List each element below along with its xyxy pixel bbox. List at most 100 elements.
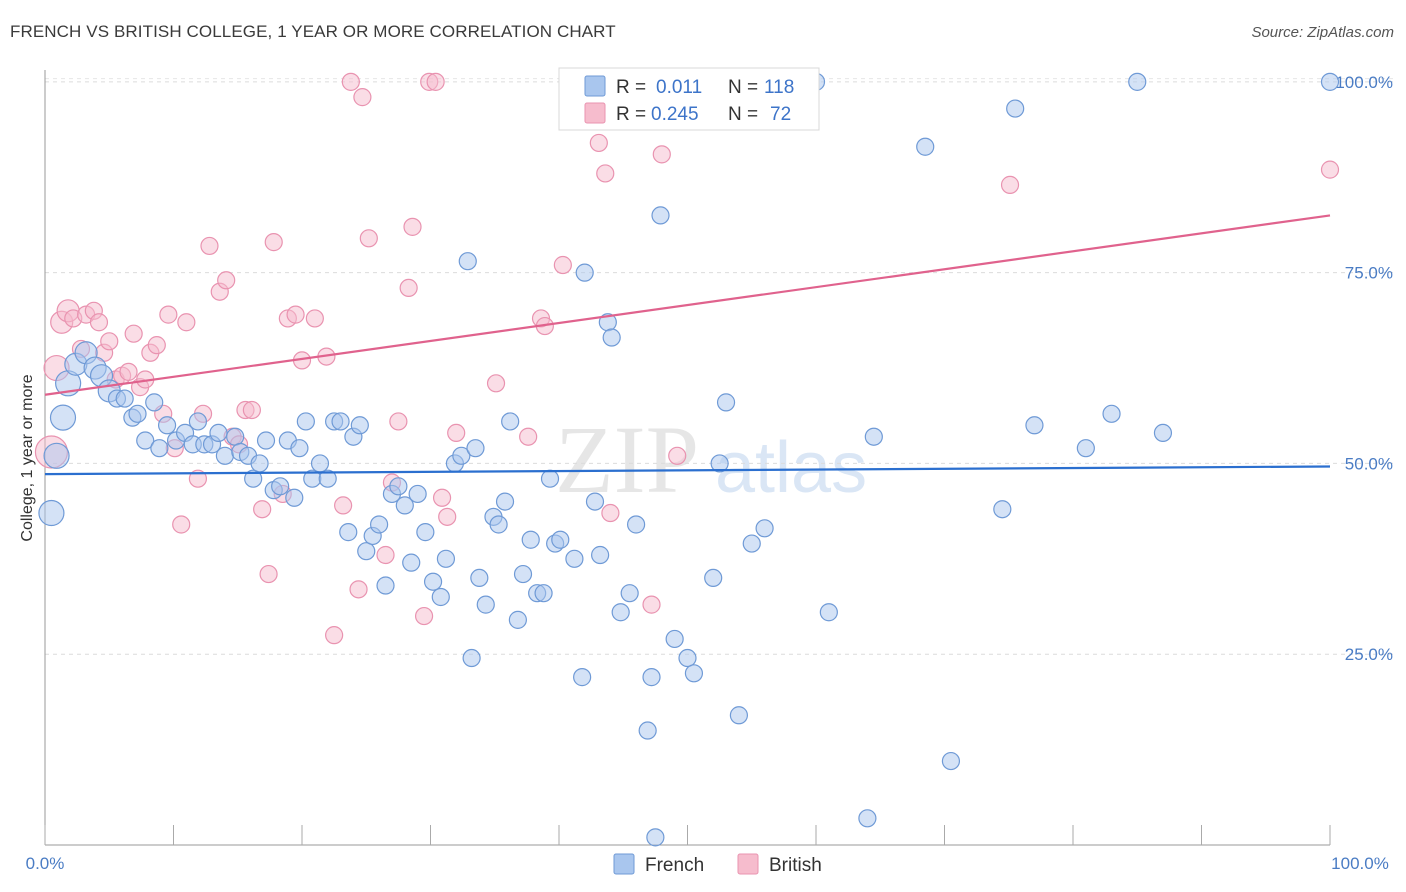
y-tick-label-25: 25.0% [1345,645,1393,664]
french-point [704,568,723,588]
british-point [124,324,143,343]
french-point [188,412,208,431]
british-point [286,305,305,324]
legend-british-n-label: N = [728,104,758,125]
legend-british-swatch [584,102,606,124]
french-point [458,252,477,271]
french-point [271,477,290,496]
british-point [100,332,119,351]
british-point [349,580,368,599]
british-point [403,217,422,236]
french-point [575,263,594,282]
british-point [253,500,272,519]
x-tick-label-min: 0.0% [26,854,65,873]
french-point [1153,423,1173,443]
french-point [1006,99,1025,118]
french-point [136,431,155,450]
british-point [652,145,671,164]
british-point [177,313,196,332]
british-point [414,606,434,626]
british-point [601,503,620,523]
watermark: ZIP atlas [555,406,867,513]
french-point [551,530,570,549]
bottom-legend-british-label: British [769,855,822,876]
british-point [359,229,378,248]
french-point [43,442,70,469]
x-tick-label-max: 100.0% [1331,854,1389,873]
french-point [678,648,697,668]
french-point [376,576,395,595]
french-point [357,542,376,561]
y-tick-label-75: 75.0% [1345,264,1393,283]
french-point [495,492,515,511]
watermark-atlas: atlas [715,428,867,508]
british-point [642,595,661,614]
french-point [350,416,369,435]
french-point [331,412,350,431]
series-legend: French British [613,853,822,876]
british-point [159,305,178,324]
french-point [993,500,1012,519]
french-point [256,431,276,450]
french-point [573,668,592,687]
french-point [638,721,657,740]
british-point [305,309,324,328]
french-point [462,648,481,668]
french-point [431,587,450,607]
british-points [34,72,1340,645]
bottom-legend-british-swatch [737,853,759,875]
french-point [611,603,630,622]
legend-french-swatch [584,75,606,97]
british-point [1320,160,1340,179]
french-point [416,523,435,542]
british-point [119,362,138,381]
british-point [217,271,236,290]
french-trend-line [44,465,1331,476]
bottom-legend-french-label: French [645,855,704,876]
french-point [250,454,269,473]
french-point [408,484,427,504]
british-point [519,427,538,446]
legend-french-r-label: R = [616,77,646,98]
french-point [423,572,443,591]
french-point [864,427,883,446]
british-point [242,400,261,420]
legend-british-n-value: 72 [770,104,791,125]
y-axis-label: College, 1 year or more [19,374,36,541]
french-point [1128,72,1147,91]
british-point [432,488,452,507]
british-point [341,72,360,91]
british-point [334,496,353,515]
french-point [452,446,471,465]
french-point [436,549,456,568]
british-point [89,313,109,332]
french-point [742,534,761,553]
french-point [370,515,389,534]
french-point [858,809,877,828]
british-point [376,545,395,565]
french-point [513,564,533,584]
french-point [244,469,263,488]
french-point [646,828,665,847]
french-point [215,446,234,465]
british-point [447,423,466,443]
y-tick-label-50: 50.0% [1345,454,1393,473]
french-point [620,584,639,603]
british-point [200,236,219,256]
french-point [729,706,749,725]
british-point [596,164,615,183]
chart-source: Source: ZipAtlas.com [1251,24,1394,41]
french-point [642,668,661,687]
british-point [325,626,344,645]
british-point [353,88,372,107]
french-point [296,412,315,431]
french-point [916,137,935,156]
british-point [147,336,166,355]
legend-british-r-value: 0.245 [651,104,699,125]
french-point [716,393,736,412]
french-point [389,477,408,496]
french-point [941,751,961,771]
french-point [38,499,65,527]
correlation-legend: R = 0.011 N = 118 R = 0.245 N = 72 [558,67,820,131]
